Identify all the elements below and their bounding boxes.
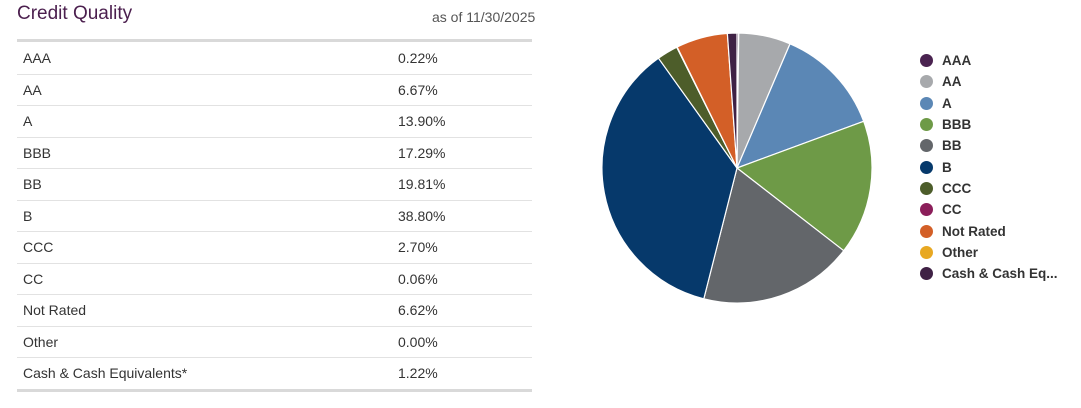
rating-label: Other: [23, 333, 59, 350]
legend-label: BB: [942, 138, 962, 154]
rating-label: AAA: [23, 49, 52, 66]
legend-marker: [920, 54, 933, 68]
rating-value: 0.22%: [398, 49, 438, 66]
legend-marker: [920, 203, 933, 217]
legend-item[interactable]: BBB: [920, 114, 1058, 135]
pie-slice[interactable]: [726, 32, 738, 169]
table-row: BBB 17.29%: [17, 136, 532, 169]
legend-item[interactable]: AAA: [920, 50, 1058, 71]
table-row: AA 6.67%: [17, 73, 532, 106]
rating-label: BB: [23, 176, 42, 193]
chart-legend: AAA AA A BBB BB B CCC CC Not Rated Other Cash & Ca…: [920, 50, 1058, 284]
legend-label: Other: [942, 244, 979, 260]
legend-label: A: [942, 95, 952, 111]
rating-label: BBB: [23, 144, 52, 161]
legend-item[interactable]: Not Rated: [920, 220, 1058, 241]
legend-item[interactable]: Other: [920, 242, 1058, 263]
rating-label: A: [23, 113, 33, 130]
table-row: CCC 2.70%: [17, 231, 532, 263]
table-row: Not Rated 6.62%: [17, 294, 532, 326]
pie-chart: [601, 32, 873, 304]
legend-marker: [920, 96, 933, 110]
table-row: B 38.80%: [17, 199, 532, 232]
rating-value: 1.22%: [398, 365, 438, 382]
legend-item[interactable]: CCC: [920, 178, 1058, 199]
legend-marker: [920, 139, 933, 153]
legend-label: Not Rated: [942, 223, 1006, 239]
pie-slice[interactable]: [703, 166, 845, 304]
legend-label: Cash & Cash Eq...: [942, 266, 1058, 282]
legend-label: CCC: [942, 180, 972, 196]
legend-item[interactable]: A: [920, 93, 1058, 114]
table-row: Cash & Cash Equivalents* 1.22%: [17, 357, 532, 389]
legend-item[interactable]: CC: [920, 199, 1058, 220]
legend-item[interactable]: B: [920, 156, 1058, 177]
pie-slice[interactable]: [735, 43, 865, 170]
rating-value: 13.90%: [398, 113, 446, 130]
legend-item[interactable]: Cash & Cash Eq...: [920, 263, 1058, 284]
as-of-date: as of 11/30/2025: [432, 9, 536, 25]
rating-label: Cash & Cash Equivalents*: [23, 365, 188, 382]
rating-value: 19.81%: [398, 176, 446, 193]
rating-label: CC: [23, 270, 44, 287]
legend-label: BBB: [942, 117, 972, 133]
legend-marker: [920, 75, 933, 89]
legend-marker: [920, 267, 933, 281]
legend-label: AA: [942, 74, 962, 90]
table-row: A 13.90%: [17, 105, 532, 137]
credit-quality-table: AAA 0.22% AA 6.67% A 13.90% BBB 17.29% BB 19.81% B…: [17, 39, 532, 392]
legend-label: AAA: [942, 53, 972, 69]
pie-slice[interactable]: [735, 120, 873, 252]
table-row: CC 0.06%: [17, 262, 532, 295]
legend-marker: [920, 160, 933, 174]
rating-label: AA: [23, 81, 42, 98]
rating-value: 6.67%: [398, 81, 438, 98]
rating-label: Not Rated: [23, 302, 87, 319]
legend-item[interactable]: AA: [920, 71, 1058, 92]
rating-label: CCC: [23, 239, 54, 256]
legend-marker: [920, 181, 933, 195]
table-row: BB 19.81%: [17, 168, 532, 200]
rating-value: 0.00%: [398, 333, 438, 350]
rating-value: 6.62%: [398, 302, 438, 319]
legend-label: B: [942, 159, 952, 175]
rating-value: 0.06%: [398, 270, 438, 287]
legend-marker: [920, 224, 933, 238]
legend-marker: [920, 245, 933, 259]
table-row: AAA 0.22%: [17, 42, 532, 74]
legend-label: CC: [942, 202, 962, 218]
rating-value: 2.70%: [398, 239, 438, 256]
rating-value: 17.29%: [398, 144, 446, 161]
rating-value: 38.80%: [398, 207, 446, 224]
credit-quality-title: Credit Quality: [17, 3, 133, 24]
legend-item[interactable]: BB: [920, 135, 1058, 156]
legend-marker: [920, 118, 933, 132]
pie-slice[interactable]: [601, 57, 738, 300]
rating-label: B: [23, 207, 33, 224]
table-row: Other 0.00%: [17, 325, 532, 358]
